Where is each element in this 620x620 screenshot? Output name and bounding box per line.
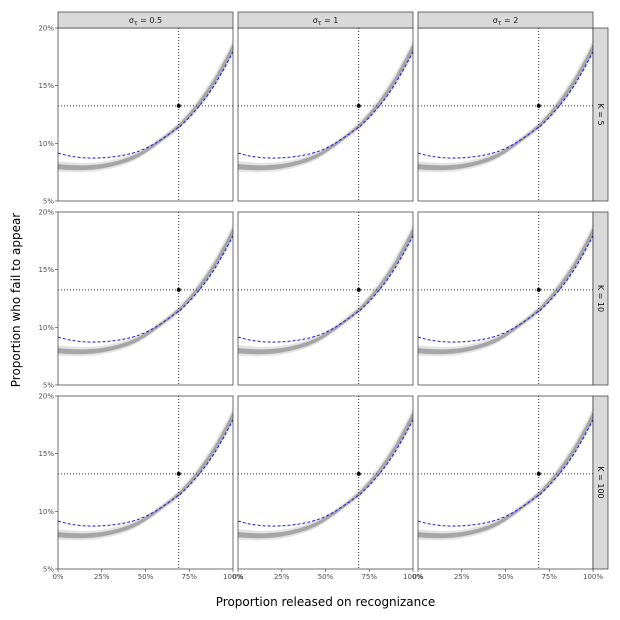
row-strip <box>592 395 609 570</box>
reference-point <box>536 287 541 292</box>
dashed-line-series <box>58 419 233 527</box>
panel-border <box>57 211 234 386</box>
x-tick-labels: 0% 25% 50% 75% 100%0% 25% 50% 75% 100%0% 25% 50% 75… <box>52 569 603 581</box>
y-tick-label: 15% <box>38 266 54 274</box>
column-strip <box>417 11 594 29</box>
panel <box>237 27 414 202</box>
dashed-line-series <box>58 51 233 159</box>
reference-point <box>536 103 541 108</box>
panel <box>237 211 414 386</box>
x-tick-label: 75% <box>181 573 197 581</box>
y-tick-label: 15% <box>38 82 54 90</box>
panel <box>417 395 594 570</box>
reference-point <box>356 287 361 292</box>
x-tick-label: 50% <box>498 573 514 581</box>
y-axis-title: Proportion who fail to appear <box>9 213 23 388</box>
dashed-line-series <box>238 235 413 343</box>
x-tick-label: 100% <box>223 573 243 581</box>
column-strip-label: στ = 0.5 <box>129 16 162 27</box>
dashed-line-series <box>418 235 593 343</box>
x-tick-label: 50% <box>138 573 154 581</box>
x-tick-label: 0% <box>412 573 423 581</box>
reference-point <box>176 103 181 108</box>
y-tick-labels: 5% 10% 15% 20% 5% 10% 15% 20% 5% 10% 15% 20% <box>38 25 58 574</box>
row-strip <box>592 27 609 202</box>
x-axis-title: Proportion released on recognizance <box>216 595 435 609</box>
y-tick-label: 20% <box>38 25 54 33</box>
panel-background <box>58 28 233 201</box>
y-tick-label: 10% <box>38 324 54 332</box>
x-tick-label: 25% <box>274 573 290 581</box>
reference-point <box>176 287 181 292</box>
panel-border <box>237 211 414 386</box>
column-strip-label: στ = 1 <box>313 16 339 27</box>
panel <box>57 395 234 570</box>
panel-background <box>418 396 593 569</box>
panel-background <box>238 396 413 569</box>
row-strip <box>592 211 609 386</box>
panel <box>417 27 594 202</box>
reference-point <box>356 103 361 108</box>
y-tick-label: 10% <box>38 508 54 516</box>
panel-background <box>418 212 593 385</box>
panel-background <box>418 28 593 201</box>
panel-background <box>238 212 413 385</box>
panel <box>417 211 594 386</box>
row-strips: K = 5 K = 10 K = 100 <box>592 27 609 570</box>
row-strip-label: K = 5 <box>596 103 605 125</box>
x-tick-label: 0% <box>232 573 243 581</box>
panel <box>237 395 414 570</box>
y-tick-label: 10% <box>38 140 54 148</box>
panel <box>57 211 234 386</box>
y-tick-label: 5% <box>43 382 54 390</box>
row-strip-label: K = 10 <box>596 285 605 312</box>
x-tick-label: 25% <box>94 573 110 581</box>
panel <box>57 27 234 202</box>
x-tick-label: 100% <box>403 573 423 581</box>
column-strips: στ = 0.5 στ = 1 στ = 2 <box>57 11 594 29</box>
column-strip <box>237 11 414 29</box>
dashed-line-series <box>418 419 593 527</box>
dashed-line-series <box>238 419 413 527</box>
reference-point <box>536 471 541 476</box>
panel-background <box>58 396 233 569</box>
y-tick-label: 20% <box>38 209 54 217</box>
reference-point <box>176 471 181 476</box>
y-tick-label: 15% <box>38 450 54 458</box>
x-tick-label: 100% <box>583 573 603 581</box>
x-tick-label: 25% <box>454 573 470 581</box>
x-tick-label: 50% <box>318 573 334 581</box>
x-tick-label: 75% <box>541 573 557 581</box>
panel-grid <box>57 27 594 570</box>
row-strip-label: K = 100 <box>596 466 605 498</box>
x-tick-label: 75% <box>361 573 377 581</box>
reference-point <box>356 471 361 476</box>
column-strip <box>57 11 234 29</box>
y-tick-label: 20% <box>38 393 54 401</box>
column-strip-label: στ = 2 <box>493 16 519 27</box>
panel-background <box>58 212 233 385</box>
y-tick-label: 5% <box>43 198 54 206</box>
dashed-line-series <box>238 51 413 159</box>
dashed-line-series <box>58 235 233 343</box>
x-tick-label: 0% <box>52 573 63 581</box>
dashed-line-series <box>418 51 593 159</box>
panel-background <box>238 28 413 201</box>
y-tick-label: 5% <box>43 566 54 574</box>
